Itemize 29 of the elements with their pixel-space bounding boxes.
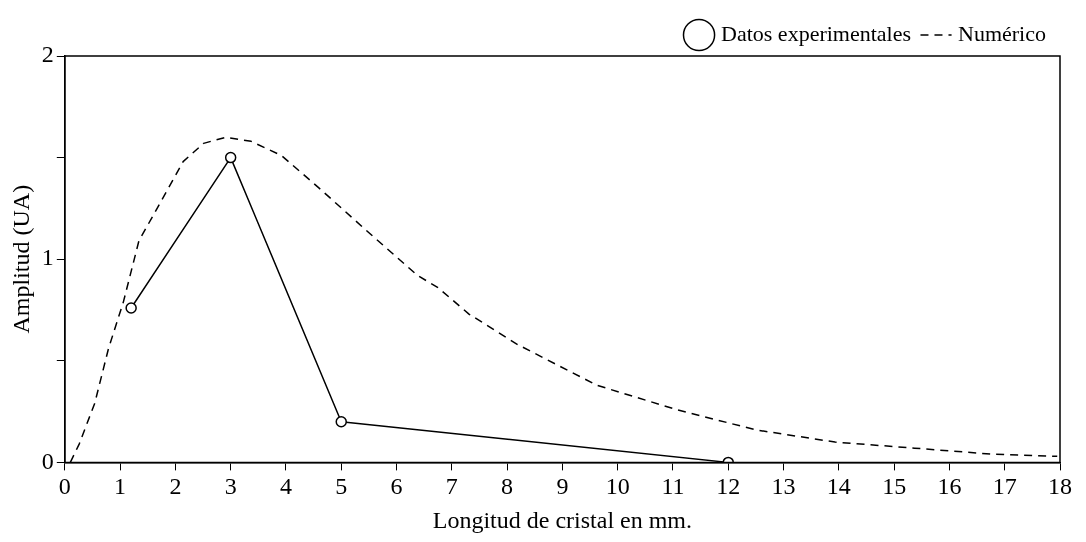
x-tick-label: 2 — [169, 473, 182, 500]
x-tick-label: 15 — [882, 473, 907, 500]
y-tick-label: 2 — [41, 41, 54, 68]
point — [335, 416, 347, 428]
legend-label: Datos experimentales — [721, 20, 912, 46]
point — [125, 302, 137, 314]
x-tick-label: 13 — [771, 473, 796, 500]
x-tick-label: 8 — [501, 473, 514, 500]
x-tick-label: 4 — [279, 473, 292, 500]
x-tick-label: 14 — [826, 473, 851, 500]
x-tick-label: 1 — [114, 473, 127, 500]
y-tick-label: 1 — [41, 244, 54, 271]
x-tick-label: 17 — [992, 473, 1017, 500]
x-tick-label: 5 — [335, 473, 348, 500]
y-tick-label: 0 — [41, 447, 54, 474]
x-tick-label: 16 — [937, 473, 962, 500]
x-tick-label: 10 — [605, 473, 630, 500]
x-tick-label: 0 — [58, 473, 71, 500]
x-axis-title: Longitud de cristal en mm. — [432, 506, 693, 533]
x-tick-label: 9 — [556, 473, 569, 500]
x-tick-label: 6 — [390, 473, 403, 500]
legend-label: Numérico — [958, 20, 1046, 46]
x-tick-label: 11 — [661, 473, 685, 500]
y-axis-title: Amplitud (UA) — [7, 184, 34, 334]
x-tick-label: 18 — [1048, 473, 1072, 500]
x-tick-label: 7 — [445, 473, 458, 500]
x-tick-label: 12 — [716, 473, 741, 500]
x-tick-label: 3 — [224, 473, 237, 500]
point — [224, 151, 237, 164]
